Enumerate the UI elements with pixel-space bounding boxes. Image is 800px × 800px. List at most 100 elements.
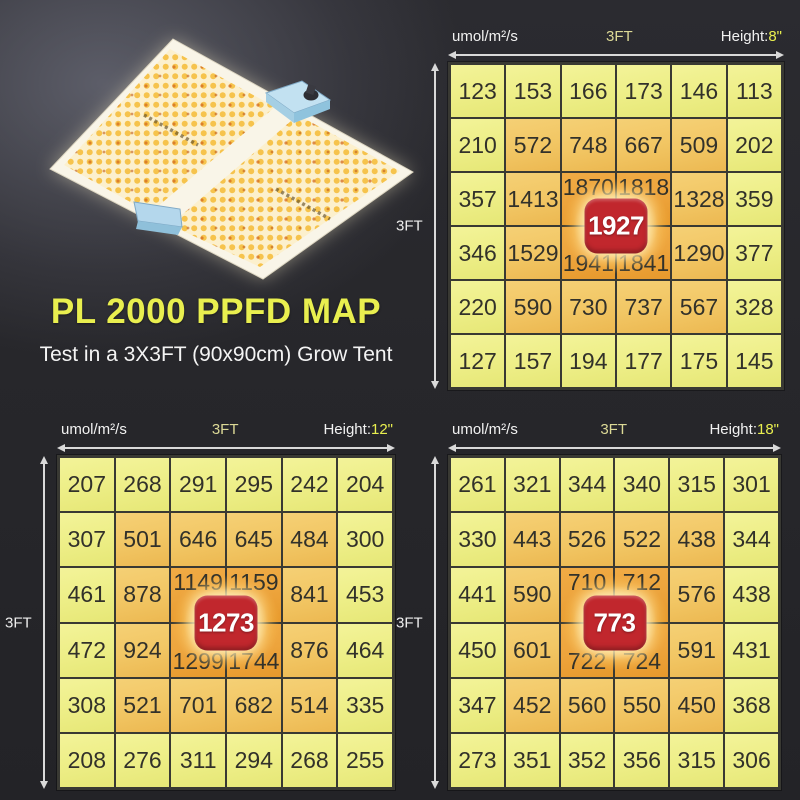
ppfd-cell: 166 <box>560 64 616 118</box>
horizontal-dimension-arrow <box>57 441 395 455</box>
heatmap-wrap: 261 321 344 340 315 301 330 443 526 522 438 344 441 5… <box>448 455 781 790</box>
ppfd-cell: 194 <box>560 334 616 388</box>
ppfd-cell: 202 <box>726 118 782 172</box>
ppfd-cell: 356 <box>614 732 670 788</box>
ppfd-cell: 924 <box>114 622 171 678</box>
side-gutter: 3FT <box>394 455 448 790</box>
ppfd-cell: 453 <box>337 567 393 623</box>
ppfd-cell: 464 <box>337 622 393 678</box>
peak-value-badge: 1273 <box>194 595 258 650</box>
title-block: PL 2000 PPFD MAP Test in a 3X3FT (90x90c… <box>8 292 424 367</box>
ppfd-cell: 344 <box>559 457 615 513</box>
ppfd-cell: 441 <box>450 567 505 623</box>
panel-header: umol/m²/s 3FT Height:18" <box>448 417 781 441</box>
height-prefix: Height: <box>709 420 757 438</box>
units-label: umol/m²/s <box>452 420 518 438</box>
ppfd-cell: 1413 <box>505 172 561 226</box>
ppfd-cell: 146 <box>671 64 727 118</box>
height-prefix: Height: <box>323 420 371 438</box>
ppfd-cell: 344 <box>724 512 779 568</box>
ppfd-cell: 450 <box>669 677 725 733</box>
ppfd-cell: 175 <box>671 334 727 388</box>
ppfd-cell: 450 <box>450 622 505 678</box>
ppfd-cell: 521 <box>114 677 171 733</box>
ppfd-cell: 501 <box>114 512 171 568</box>
width-label: 3FT <box>600 420 627 438</box>
ppfd-cell: 472 <box>59 622 115 678</box>
ppfd-cell: 576 <box>669 567 725 623</box>
ppfd-cell: 295 <box>226 457 282 513</box>
ppfd-cell: 123 <box>450 64 506 118</box>
heatmap-wrap: 123 153 166 173 146 113 210 572 748 667 509 202 357 1… <box>448 62 784 390</box>
ppfd-cell: 359 <box>726 172 782 226</box>
ppfd-cell: 204 <box>337 457 393 513</box>
ppfd-cell: 328 <box>726 280 782 334</box>
height-label: Height:18" <box>709 421 779 438</box>
ppfd-cell: 737 <box>615 280 672 334</box>
panel-body: 3FT 207 268 291 295 242 204 307 501 646 645 484 300… <box>3 455 395 790</box>
ppfd-cell: 255 <box>337 732 393 788</box>
ppfd-cell: 294 <box>226 732 282 788</box>
ppfd-cell: 210 <box>450 118 506 172</box>
ppfd-cell: 315 <box>669 457 725 513</box>
ppfd-panel-18in: umol/m²/s 3FT Height:18" 3FT 261 321 344 34… <box>394 417 781 790</box>
ppfd-cell: 560 <box>559 677 615 733</box>
side-label: 3FT <box>396 614 423 631</box>
ppfd-cell: 308 <box>59 677 115 733</box>
ppfd-cell: 145 <box>726 334 782 388</box>
ppfd-cell: 431 <box>724 622 779 678</box>
ppfd-cell: 443 <box>504 512 560 568</box>
ppfd-panel-8in: umol/m²/s 3FT Height:8" 3FT 123 153 166 173… <box>394 24 784 390</box>
ppfd-cell: 268 <box>281 732 338 788</box>
height-value: 8" <box>768 27 782 45</box>
ppfd-cell: 306 <box>724 732 779 788</box>
side-label: 3FT <box>5 614 32 631</box>
ppfd-cell: 315 <box>669 732 725 788</box>
ppfd-cell: 667 <box>615 118 672 172</box>
ppfd-cell: 268 <box>114 457 171 513</box>
ppfd-cell: 645 <box>226 512 282 568</box>
ppfd-cell: 876 <box>281 622 338 678</box>
ppfd-cell: 590 <box>505 280 561 334</box>
ppfd-cell: 514 <box>281 677 338 733</box>
ppfd-cell: 273 <box>450 732 505 788</box>
ppfd-cell: 526 <box>559 512 615 568</box>
panel-body: 3FT 261 321 344 340 315 301 330 443 526 522 438 344… <box>394 455 781 790</box>
ppfd-cell: 438 <box>724 567 779 623</box>
ppfd-cell: 1529 <box>505 226 561 280</box>
height-label: Height:8" <box>721 28 782 45</box>
units-label: umol/m²/s <box>452 27 518 45</box>
page-title: PL 2000 PPFD MAP <box>50 292 382 331</box>
ppfd-cell: 748 <box>560 118 616 172</box>
ppfd-cell: 261 <box>450 457 505 513</box>
height-value: 12" <box>370 420 393 438</box>
ppfd-cell: 153 <box>505 64 561 118</box>
ppfd-cell: 730 <box>560 280 616 334</box>
ppfd-cell: 127 <box>450 334 506 388</box>
ppfd-cell: 646 <box>170 512 226 568</box>
vertical-dimension-arrow <box>429 63 441 389</box>
ppfd-cell: 300 <box>337 512 393 568</box>
ppfd-panel-12in: umol/m²/s 3FT Height:12" 3FT 207 268 291 29… <box>3 417 395 790</box>
driver-box <box>264 80 332 123</box>
ppfd-cell: 682 <box>226 677 282 733</box>
ppfd-cell: 321 <box>504 457 560 513</box>
vertical-dimension-arrow <box>429 456 441 789</box>
peak-value-badge: 1927 <box>584 198 648 254</box>
side-label: 3FT <box>396 217 423 235</box>
units-label: umol/m²/s <box>61 420 127 438</box>
ppfd-cell: 878 <box>114 567 171 623</box>
heatmap-wrap: 207 268 291 295 242 204 307 501 646 645 484 300 461 8… <box>57 455 395 790</box>
height-label: Height:12" <box>323 421 393 438</box>
ppfd-cell: 173 <box>615 64 672 118</box>
page-subtitle: Test in a 3X3FT (90x90cm) Grow Tent <box>39 343 393 366</box>
ppfd-cell: 352 <box>559 732 615 788</box>
ppfd-cell: 242 <box>281 457 338 513</box>
ppfd-cell: 701 <box>170 677 226 733</box>
ppfd-cell: 438 <box>669 512 725 568</box>
ppfd-cell: 220 <box>450 280 506 334</box>
height-prefix: Height: <box>720 27 769 45</box>
ppfd-cell: 307 <box>59 512 115 568</box>
ppfd-cell: 113 <box>726 64 782 118</box>
horizontal-dimension-arrow <box>448 48 784 62</box>
